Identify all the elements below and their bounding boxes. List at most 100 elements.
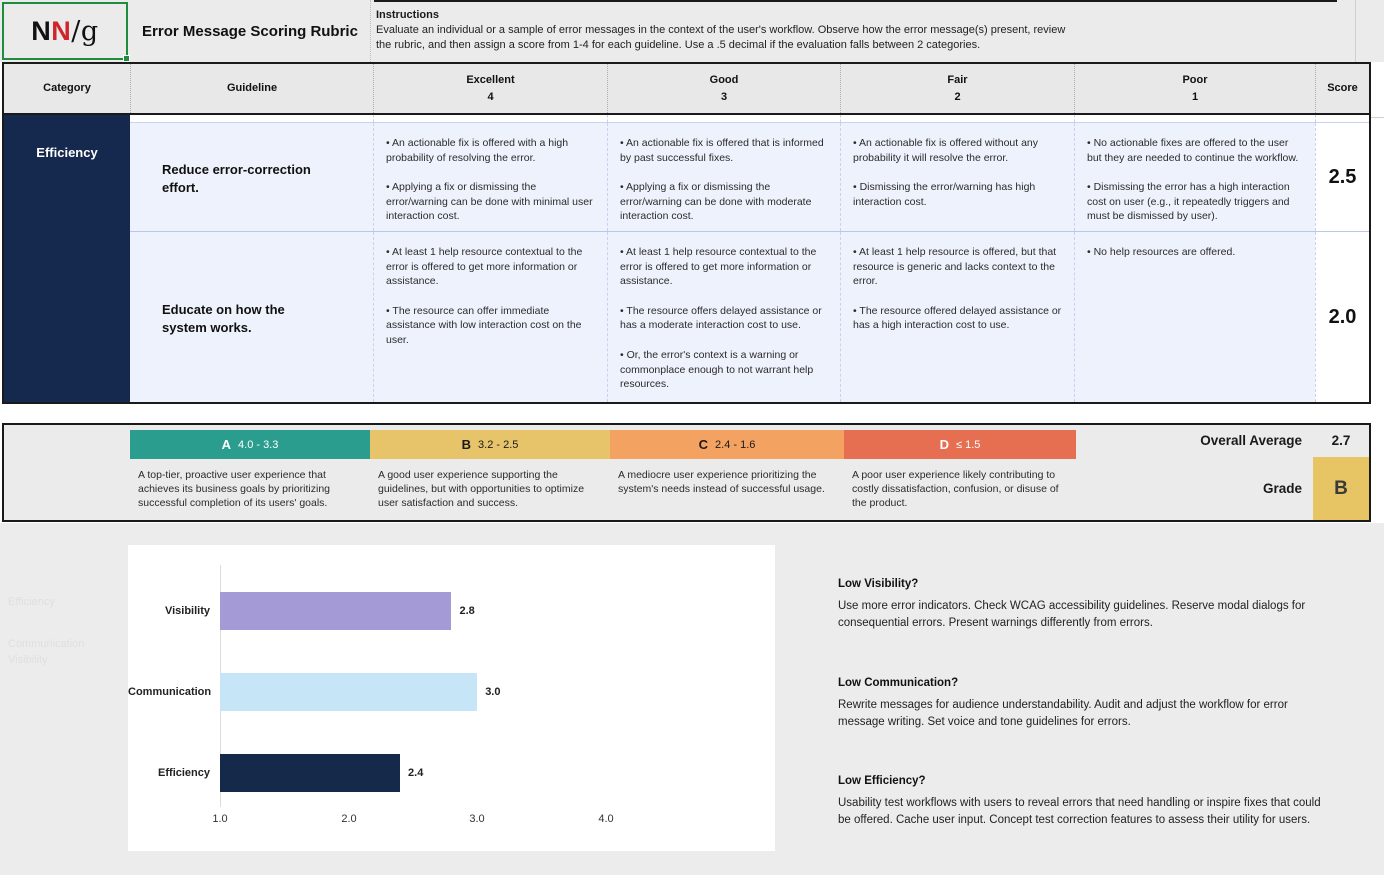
x-axis-tick: 1.0 xyxy=(212,813,228,825)
x-axis-tick: 4.0 xyxy=(598,813,614,825)
grade-range: 2.4 - 1.6 xyxy=(715,438,756,451)
ghost-label: Visibility xyxy=(8,654,48,666)
grade-range: 4.0 - 3.3 xyxy=(238,438,279,451)
guideline-text: Educate on how the system works. xyxy=(162,301,285,335)
grade-description-d: A poor user experience likely contributi… xyxy=(852,469,1059,510)
recommendation-heading: Low Visibility? xyxy=(838,578,919,590)
recommendations-block: Low Visibility? Use more error indicator… xyxy=(838,578,1335,874)
rating-label: Good xyxy=(709,74,739,86)
chart-bar-visibility xyxy=(220,592,452,630)
header-band: NN/g Error Message Scoring Rubric Instru… xyxy=(0,0,1384,62)
selection-handle[interactable] xyxy=(123,55,130,62)
rubric-table-body: Efficiency Reduce error-correction effor… xyxy=(4,115,1369,404)
ghost-label: Communication xyxy=(8,638,85,650)
column-header-score[interactable]: Score xyxy=(1315,64,1369,113)
chart-bar-communication xyxy=(220,673,478,711)
chart-value-label: 2.4 xyxy=(408,767,424,779)
rating-cell-poor[interactable]: • No actionable fixes are offered to the… xyxy=(1074,123,1315,231)
rubric-table-header: Category Guideline Excellent 4 Good 3 Fa… xyxy=(4,62,1369,115)
rating-cell-fair[interactable]: • At least 1 help resource is offered, b… xyxy=(840,232,1074,402)
column-header-excellent[interactable]: Excellent 4 xyxy=(373,64,607,113)
grade-letter: D xyxy=(939,437,949,452)
instructions-text: Evaluate an individual or a sample of er… xyxy=(376,24,1066,51)
table-row: Educate on how the system works. • At le… xyxy=(130,232,1369,402)
grade-band-b[interactable]: B 3.2 - 2.5 xyxy=(370,430,610,459)
recommendation-body: Rewrite messages for audience understand… xyxy=(838,698,1288,728)
grade-description-b: A good user experience supporting the gu… xyxy=(378,469,585,510)
chart-bar-efficiency xyxy=(220,754,401,792)
grade-description-c: A mediocre user experience prioritizing … xyxy=(618,469,825,496)
recommendation-heading: Low Communication? xyxy=(838,676,959,689)
grading-scale-section: A 4.0 - 3.3 B 3.2 - 2.5 C 2.4 - 1.6 D ≤ … xyxy=(2,423,1371,522)
rating-label: Poor xyxy=(1182,74,1208,86)
instructions-block: Instructions Evaluate an individual or a… xyxy=(376,9,1076,53)
page-title: Error Message Scoring Rubric xyxy=(142,22,358,40)
rubric-table: Category Guideline Excellent 4 Good 3 Fa… xyxy=(2,62,1371,404)
grade-description-a: A top-tier, proactive user experience th… xyxy=(138,469,331,510)
rating-value: 1 xyxy=(1191,90,1199,103)
overall-average-value[interactable]: 2.7 xyxy=(1331,433,1351,448)
sheet-gridline xyxy=(370,0,371,62)
rating-label: Excellent xyxy=(466,74,515,86)
grade-band-d[interactable]: D ≤ 1.5 xyxy=(844,430,1076,459)
sheet-gridline xyxy=(1371,117,1384,118)
grade-letter: B xyxy=(461,437,472,452)
guideline-cell[interactable]: Educate on how the system works. xyxy=(130,232,373,402)
chart-bar-row-communication: Communication 3.0 xyxy=(128,673,775,711)
column-header-guideline[interactable]: Guideline xyxy=(130,64,373,113)
recommendation-heading: Low Efficiency? xyxy=(838,775,926,787)
x-axis-tick: 3.0 xyxy=(469,813,485,825)
grade-letter: C xyxy=(698,437,709,452)
chart-category-label: Communication xyxy=(128,686,212,698)
chart-value-label: 3.0 xyxy=(485,686,501,698)
chart-category-label: Visibility xyxy=(164,605,210,617)
instructions-label: Instructions xyxy=(376,9,439,21)
rating-cell-poor[interactable]: • No help resources are offered. xyxy=(1074,232,1315,402)
chart-category-label: Efficiency xyxy=(158,767,210,779)
x-axis-tick: 2.0 xyxy=(341,813,357,825)
grade-value-box[interactable]: B xyxy=(1313,457,1369,520)
recommendation-body: Usability test workflows with users to r… xyxy=(838,797,1321,827)
nng-logo: NN/g xyxy=(31,15,99,47)
rating-cell-excellent[interactable]: • An actionable fix is offered with a hi… xyxy=(373,123,607,231)
column-header-poor[interactable]: Poor 1 xyxy=(1074,64,1315,113)
guideline-cell[interactable]: Reduce error-correction effort. xyxy=(130,123,373,231)
grade-letter: A xyxy=(221,437,232,452)
rating-cell-excellent[interactable]: • At least 1 help resource contextual to… xyxy=(373,232,607,402)
sheet-gridline xyxy=(1355,0,1356,62)
rating-cell-fair[interactable]: • An actionable fix is offered without a… xyxy=(840,123,1074,231)
guideline-text: Reduce error-correction effort. xyxy=(162,161,311,195)
nng-logo-cell[interactable]: NN/g xyxy=(2,2,130,62)
recommendation-communication: Low Communication? Rewrite messages for … xyxy=(838,677,1335,732)
overall-average-label: Overall Average xyxy=(1200,433,1302,448)
rating-value: 2 xyxy=(954,90,961,103)
table-row: Reduce error-correction effort. • An act… xyxy=(130,123,1369,232)
rating-label: Fair xyxy=(947,74,968,86)
grade-band-c[interactable]: C 2.4 - 1.6 xyxy=(610,430,844,459)
scores-bar-chart[interactable]: Visibility 2.8 Communication 3.0 Efficie… xyxy=(128,545,775,851)
recommendation-body: Use more error indicators. Check WCAG ac… xyxy=(838,600,1306,630)
ghost-label: Efficiency xyxy=(8,596,55,608)
grade-range: 3.2 - 2.5 xyxy=(478,438,519,451)
column-header-fair[interactable]: Fair 2 xyxy=(840,64,1074,113)
grade-label: Grade xyxy=(1262,481,1302,496)
score-cell[interactable]: 2.0 xyxy=(1315,232,1369,402)
rating-value: 3 xyxy=(720,90,728,103)
rating-cell-good[interactable]: • An actionable fix is offered that is i… xyxy=(607,123,840,231)
sheet-gridline xyxy=(374,0,1337,2)
recommendation-visibility: Low Visibility? Use more error indicator… xyxy=(838,578,1335,633)
chart-value-label: 2.8 xyxy=(459,605,475,617)
column-header-good[interactable]: Good 3 xyxy=(607,64,840,113)
score-cell[interactable]: 2.5 xyxy=(1315,123,1369,231)
partial-row xyxy=(130,115,1369,123)
category-cell-efficiency[interactable]: Efficiency xyxy=(4,115,130,402)
rating-value: 4 xyxy=(487,90,494,103)
recommendation-efficiency: Low Efficiency? Usability test workflows… xyxy=(838,775,1335,830)
grade-range: ≤ 1.5 xyxy=(956,438,981,451)
chart-bar-row-visibility: Visibility 2.8 xyxy=(128,592,775,630)
rating-cell-good[interactable]: • At least 1 help resource contextual to… xyxy=(607,232,840,402)
chart-bar-row-efficiency: Efficiency 2.4 xyxy=(128,754,775,792)
column-header-category[interactable]: Category xyxy=(43,82,91,95)
grade-band-a[interactable]: A 4.0 - 3.3 xyxy=(130,430,370,459)
